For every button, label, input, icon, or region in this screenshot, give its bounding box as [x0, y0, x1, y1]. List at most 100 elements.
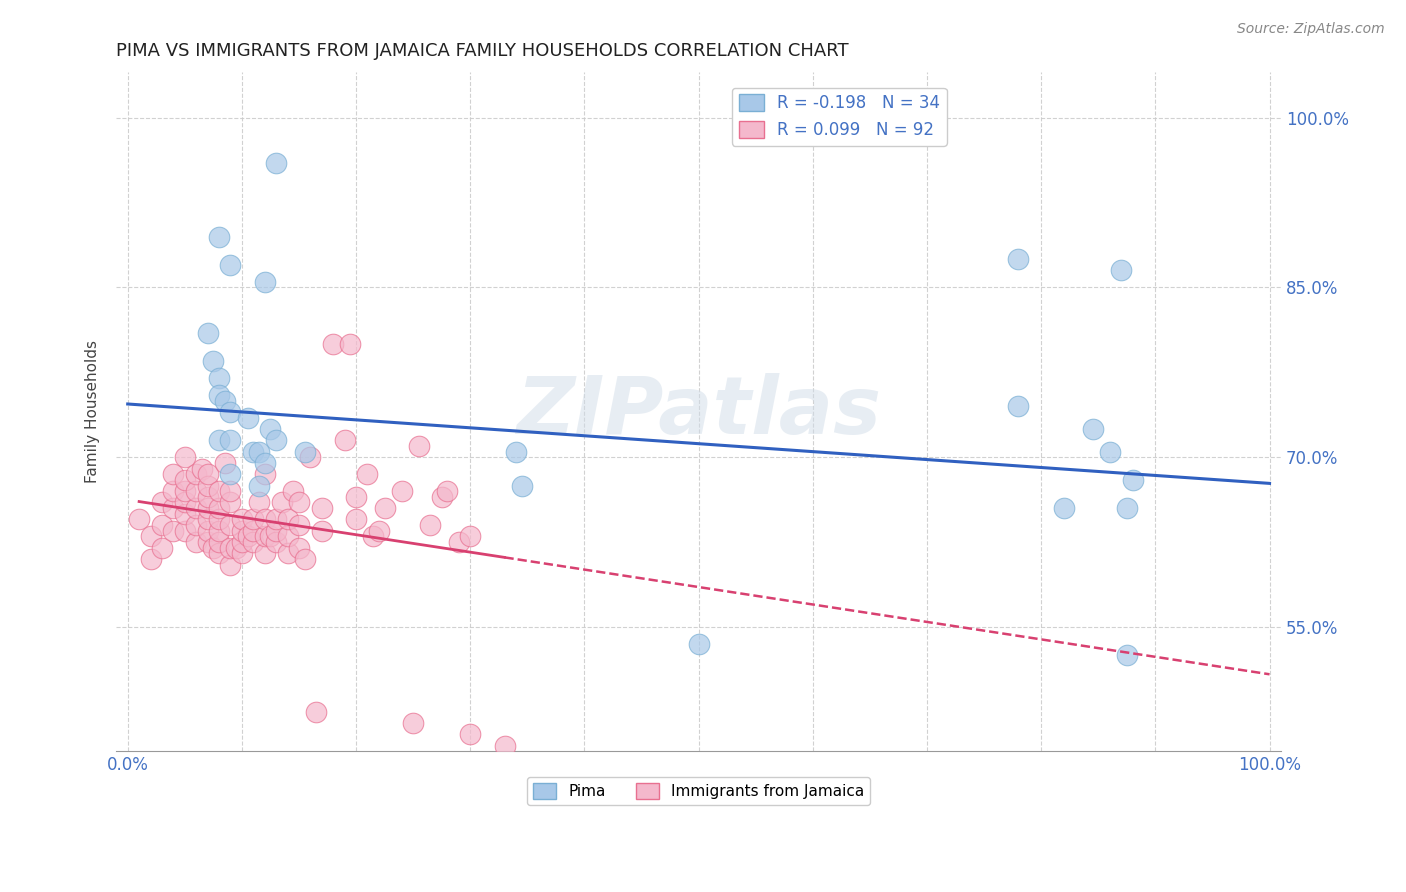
Point	[288, 518, 311, 533]
Point	[208, 512, 231, 526]
Point	[242, 524, 264, 538]
Point	[128, 512, 150, 526]
Point	[197, 501, 219, 516]
Point	[277, 546, 299, 560]
Point	[219, 405, 242, 419]
Point	[259, 422, 281, 436]
Point	[173, 524, 195, 538]
Point	[494, 739, 516, 753]
Point	[236, 529, 259, 543]
Point	[402, 716, 425, 731]
Point	[247, 495, 270, 509]
Point	[231, 535, 253, 549]
Point	[219, 484, 242, 499]
Point	[264, 512, 287, 526]
Point	[264, 535, 287, 549]
Point	[208, 371, 231, 385]
Y-axis label: Family Households: Family Households	[86, 341, 100, 483]
Point	[208, 388, 231, 402]
Point	[510, 478, 533, 492]
Point	[247, 444, 270, 458]
Point	[294, 444, 316, 458]
Point	[214, 456, 236, 470]
Point	[173, 473, 195, 487]
Point	[139, 529, 162, 543]
Point	[288, 541, 311, 555]
Point	[688, 637, 710, 651]
Point	[311, 524, 333, 538]
Point	[253, 546, 276, 560]
Point	[1081, 422, 1104, 436]
Point	[344, 512, 367, 526]
Point	[253, 529, 276, 543]
Point	[219, 434, 242, 448]
Point	[191, 461, 214, 475]
Point	[277, 512, 299, 526]
Point	[219, 558, 242, 572]
Point	[197, 512, 219, 526]
Point	[356, 467, 378, 482]
Point	[173, 495, 195, 509]
Point	[186, 535, 208, 549]
Point	[173, 450, 195, 465]
Legend: Pima, Immigrants from Jamaica: Pima, Immigrants from Jamaica	[527, 777, 870, 805]
Point	[1121, 473, 1143, 487]
Point	[236, 410, 259, 425]
Point	[374, 501, 396, 516]
Point	[186, 484, 208, 499]
Point	[259, 529, 281, 543]
Point	[391, 484, 413, 499]
Point	[344, 490, 367, 504]
Point	[1109, 263, 1132, 277]
Point	[311, 501, 333, 516]
Point	[202, 354, 225, 368]
Point	[197, 478, 219, 492]
Point	[1007, 399, 1029, 413]
Point	[162, 484, 184, 499]
Point	[219, 495, 242, 509]
Point	[197, 524, 219, 538]
Point	[299, 450, 322, 465]
Point	[322, 337, 344, 351]
Point	[253, 467, 276, 482]
Point	[150, 495, 173, 509]
Point	[408, 439, 430, 453]
Point	[208, 501, 231, 516]
Text: Source: ZipAtlas.com: Source: ZipAtlas.com	[1237, 22, 1385, 37]
Point	[197, 326, 219, 340]
Point	[458, 529, 481, 543]
Point	[242, 535, 264, 549]
Point	[186, 518, 208, 533]
Point	[173, 484, 195, 499]
Point	[333, 434, 356, 448]
Point	[197, 490, 219, 504]
Point	[361, 529, 384, 543]
Point	[253, 512, 276, 526]
Point	[173, 507, 195, 521]
Point	[253, 456, 276, 470]
Point	[219, 518, 242, 533]
Point	[231, 546, 253, 560]
Point	[231, 524, 253, 538]
Point	[150, 518, 173, 533]
Point	[264, 156, 287, 170]
Point	[242, 444, 264, 458]
Point	[247, 478, 270, 492]
Point	[208, 434, 231, 448]
Point	[208, 535, 231, 549]
Point	[367, 524, 389, 538]
Point	[186, 501, 208, 516]
Point	[242, 512, 264, 526]
Point	[208, 229, 231, 244]
Point	[208, 546, 231, 560]
Point	[202, 541, 225, 555]
Point	[1115, 648, 1137, 663]
Text: ZIPatlas: ZIPatlas	[516, 373, 882, 451]
Text: PIMA VS IMMIGRANTS FROM JAMAICA FAMILY HOUSEHOLDS CORRELATION CHART: PIMA VS IMMIGRANTS FROM JAMAICA FAMILY H…	[117, 42, 849, 60]
Point	[208, 524, 231, 538]
Point	[1098, 444, 1121, 458]
Point	[219, 541, 242, 555]
Point	[283, 484, 305, 499]
Point	[277, 529, 299, 543]
Point	[270, 495, 292, 509]
